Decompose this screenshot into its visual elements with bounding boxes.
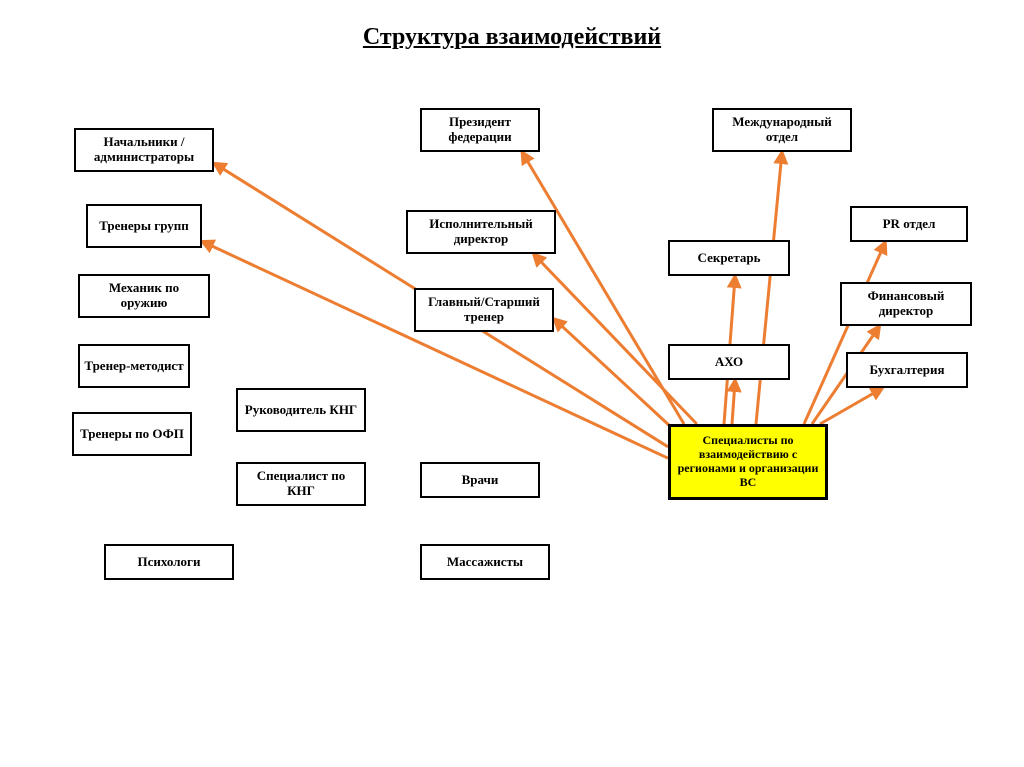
node-pr: PR отдел	[850, 206, 968, 242]
node-accounting: Бухгалтерия	[846, 352, 968, 388]
node-doctors: Врачи	[420, 462, 540, 498]
node-heads: Начальники / администраторы	[74, 128, 214, 172]
edge-central-exec	[534, 254, 697, 424]
node-chief: Главный/Старший тренер	[414, 288, 554, 332]
node-mechanic: Механик по оружию	[78, 274, 210, 318]
node-kng_head: Руководитель КНГ	[236, 388, 366, 432]
edge-central-aho	[732, 380, 735, 424]
edge-central-pr	[804, 242, 885, 424]
node-exec: Исполнительный директор	[406, 210, 556, 254]
node-massage: Массажисты	[420, 544, 550, 580]
edge-central-accounting	[820, 388, 883, 424]
node-finance: Финансовый директор	[840, 282, 972, 326]
node-ofp: Тренеры по ОФП	[72, 412, 192, 456]
node-secretary: Секретарь	[668, 240, 790, 276]
node-methodist: Тренер-методист	[78, 344, 190, 388]
edge-central-chief	[554, 319, 676, 432]
node-trainers: Тренеры групп	[86, 204, 202, 248]
node-intl: Международный отдел	[712, 108, 852, 152]
node-aho: АХО	[668, 344, 790, 380]
node-psych: Психологи	[104, 544, 234, 580]
edge-central-intl	[756, 152, 782, 424]
node-president: Президент федерации	[420, 108, 540, 152]
node-central: Специалисты по взаимодействию с регионам…	[668, 424, 828, 500]
page-title: Структура взаимодействий	[0, 24, 1024, 51]
node-kng_spec: Специалист по КНГ	[236, 462, 366, 506]
